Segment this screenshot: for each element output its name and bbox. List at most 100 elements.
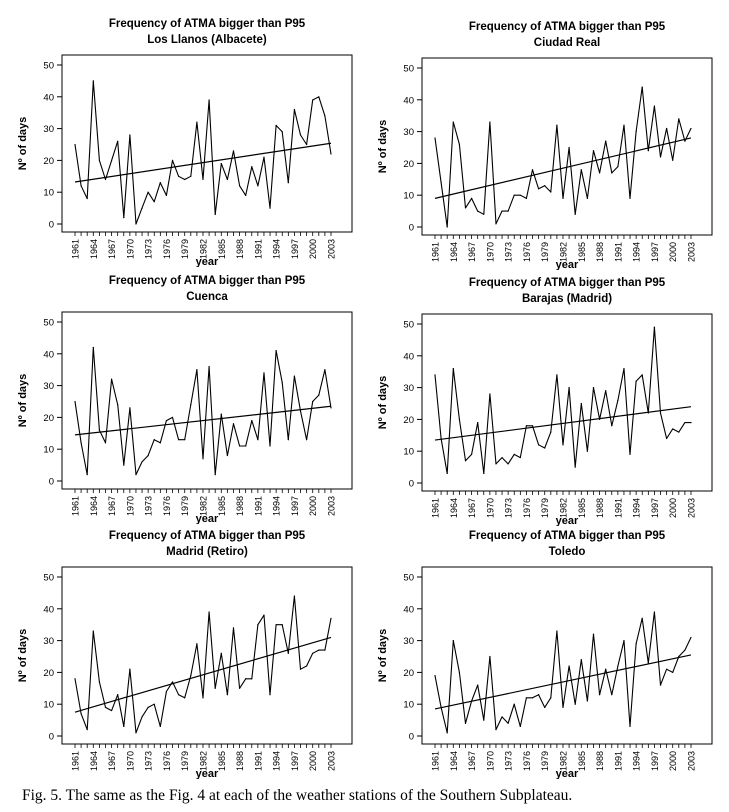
plot-frame — [61, 311, 353, 490]
data-point — [538, 444, 540, 446]
data-point — [74, 400, 76, 403]
data-point — [513, 703, 515, 705]
x-tick-label: 1967 — [107, 239, 117, 259]
y-tick-label: 40 — [43, 349, 54, 360]
y-tick-label: 20 — [43, 413, 54, 424]
data-point — [623, 124, 625, 126]
data-point — [544, 447, 546, 449]
data-point — [92, 346, 94, 349]
x-tick-label: 1991 — [253, 751, 263, 771]
data-point — [629, 197, 631, 199]
data-point — [550, 191, 552, 193]
data-point — [226, 694, 228, 696]
x-tick-label: 2003 — [687, 242, 697, 262]
data-point — [684, 140, 686, 142]
x-tick-label: 1997 — [290, 751, 300, 771]
y-axis-label: Nº of days — [377, 120, 389, 174]
y-tick-label: 40 — [403, 604, 414, 615]
data-point — [141, 461, 143, 463]
chart-subtitle: Ciudad Real — [534, 37, 600, 49]
data-point — [184, 178, 186, 181]
data-point — [568, 387, 570, 389]
x-tick-label: 2000 — [668, 498, 678, 518]
data-point — [129, 134, 131, 136]
chart-svg: Frequency of ATMA bigger than P95 Barajas… — [377, 277, 713, 526]
trend-line — [74, 142, 332, 183]
x-tick-label: 2000 — [308, 239, 318, 259]
data-point — [690, 421, 692, 424]
data-point — [123, 464, 125, 466]
data-point — [605, 390, 607, 392]
series-line — [434, 326, 691, 475]
x-axis-label: year — [556, 768, 579, 779]
x-tick-label: 1997 — [290, 496, 300, 516]
data-point — [80, 713, 82, 715]
y-axis-label: Nº of days — [377, 376, 389, 430]
data-point — [550, 697, 552, 699]
data-point — [202, 697, 204, 699]
data-point — [269, 694, 271, 696]
y-axis-label: Nº of days — [17, 117, 29, 171]
data-point — [434, 674, 436, 677]
data-point — [666, 437, 668, 440]
data-point — [605, 140, 607, 142]
data-point — [299, 410, 302, 412]
data-point — [470, 197, 473, 199]
chart-panel-cuenca: Frequency of ATMA bigger than P95 Cuenca 0… — [2, 262, 362, 524]
data-point — [653, 326, 656, 328]
data-point — [220, 652, 222, 654]
x-tick-label: 1964 — [449, 242, 459, 262]
data-point — [171, 416, 174, 418]
data-point — [178, 694, 180, 696]
data-point — [251, 166, 253, 168]
data-point — [269, 445, 271, 447]
data-point — [434, 137, 436, 139]
data-point — [495, 463, 497, 465]
x-tick-label: 1970 — [485, 498, 495, 518]
x-axis-label: year — [556, 515, 579, 526]
data-point — [117, 140, 119, 142]
x-tick-label: 1982 — [559, 498, 569, 518]
y-tick-label: 0 — [409, 732, 414, 743]
data-point — [129, 668, 131, 670]
series-line — [74, 595, 332, 734]
x-tick-label: 1961 — [431, 498, 441, 518]
data-point — [117, 404, 119, 406]
x-tick-label: 1985 — [577, 242, 587, 262]
data-point — [562, 197, 564, 199]
data-point — [178, 439, 180, 441]
x-tick-label: 1994 — [272, 496, 282, 516]
y-tick-label: 30 — [43, 636, 54, 647]
data-point — [208, 365, 210, 368]
data-point — [452, 367, 454, 370]
data-point — [519, 456, 521, 459]
data-point — [690, 636, 692, 639]
data-point — [464, 722, 467, 724]
chart-panel-ciudad-real: Frequency of ATMA bigger than P95 Ciudad … — [362, 8, 722, 270]
data-point — [214, 474, 216, 476]
x-tick-label: 1967 — [107, 751, 117, 771]
series-line — [434, 86, 692, 228]
chart-subtitle: Cuenca — [186, 291, 228, 303]
data-point — [208, 99, 210, 101]
data-point — [684, 649, 686, 651]
data-point — [184, 697, 186, 699]
x-tick-label: 1973 — [504, 498, 514, 518]
chart-title: Frequency of ATMA bigger than P95 — [109, 530, 306, 542]
data-point — [495, 729, 497, 731]
x-tick-label: 1991 — [613, 242, 623, 262]
plot-frame — [61, 54, 353, 233]
x-tick-label: 1970 — [125, 751, 135, 771]
x-tick-label: 1994 — [272, 751, 282, 771]
chart-panel-barajas: Frequency of ATMA bigger than P95 Barajas… — [362, 264, 722, 526]
data-point — [440, 181, 442, 184]
y-tick-label: 30 — [403, 127, 414, 138]
chart-title: Frequency of ATMA bigger than P95 — [469, 277, 666, 289]
data-point — [550, 431, 552, 433]
chart-svg: Frequency of ATMA bigger than P95 Toledo 0… — [377, 530, 713, 779]
data-point — [525, 425, 528, 427]
data-point — [232, 627, 235, 629]
data-point — [483, 472, 485, 475]
chart-subtitle: Los Llanos (Albacete) — [147, 34, 267, 46]
data-point — [592, 150, 595, 152]
